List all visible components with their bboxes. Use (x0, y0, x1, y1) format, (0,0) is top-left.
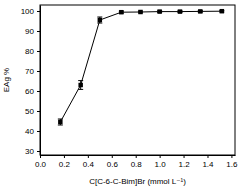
y-tick-mark (37, 91, 40, 92)
x-tick-mark (136, 155, 137, 158)
x-tick: 1.2 (178, 155, 190, 169)
y-tick: 40 (25, 127, 40, 136)
plot-frame (40, 5, 235, 155)
y-tick-mark (37, 111, 40, 112)
y-tick-label: 100 (21, 7, 35, 16)
x-tick-mark (184, 155, 185, 158)
y-tick-mark (37, 131, 40, 132)
x-tick: 1.6 (226, 155, 238, 169)
y-tick: 60 (25, 87, 40, 96)
data-point (138, 10, 142, 14)
x-tick: 0.8 (131, 155, 143, 169)
data-point (198, 9, 202, 13)
error-bar-cap (78, 80, 83, 81)
y-tick: 30 (25, 147, 40, 156)
y-tick: 70 (25, 67, 40, 76)
x-tick: 0.4 (83, 155, 95, 169)
y-tick-label: 40 (25, 127, 34, 136)
data-point (119, 10, 123, 14)
y-axis: 30 40 50 60 70 80 90 100 (21, 6, 41, 157)
data-point (58, 120, 62, 124)
x-tick-label: 0.8 (131, 160, 143, 169)
y-tick-label: 50 (25, 107, 34, 116)
x-tick-label: 0.0 (35, 160, 47, 169)
x-tick-mark (231, 155, 232, 158)
y-tick: 90 (25, 27, 40, 36)
error-bar-cap (97, 17, 102, 18)
y-tick-label: 60 (25, 87, 34, 96)
y-tick: 80 (25, 47, 40, 56)
data-point (98, 18, 102, 22)
y-tick-mark (37, 51, 40, 52)
data-line (60, 11, 222, 122)
x-tick-label: 1.4 (202, 160, 214, 169)
error-bar (78, 81, 83, 90)
x-tick: 0.2 (59, 155, 71, 169)
x-tick-mark (64, 155, 65, 158)
y-tick-mark (37, 31, 40, 32)
x-tick-label: 1.0 (155, 160, 167, 169)
error-bar (97, 17, 102, 23)
x-tick-label: 0.2 (59, 160, 71, 169)
y-tick-mark (37, 151, 40, 152)
x-tick: 0.6 (107, 155, 119, 169)
error-bar-cap (58, 125, 63, 126)
y-tick-mark (37, 11, 40, 12)
x-tick: 1.0 (155, 155, 167, 169)
error-bar-cap (97, 23, 102, 24)
y-tick-label: 70 (25, 67, 34, 76)
error-bar-cap (78, 89, 83, 90)
x-tick-label: 0.6 (107, 160, 119, 169)
plot: 0.0 0.2 0.4 0.6 0.8 1.0 1.2 1.4 1.6 30 40 50 60 70 80 9… (21, 5, 238, 169)
data-point (157, 9, 161, 13)
data-point (220, 9, 224, 13)
y-tick-label: 90 (25, 27, 34, 36)
x-tick-mark (160, 155, 161, 158)
x-tick-label: 0.4 (83, 160, 95, 169)
x-tick: 0.0 (35, 155, 47, 169)
y-tick-label: 30 (25, 147, 34, 156)
y-tick-label: 80 (25, 47, 34, 56)
x-tick-mark (207, 155, 208, 158)
x-tick-label: 1.6 (226, 160, 238, 169)
y-tick: 50 (25, 107, 40, 116)
error-bar (58, 119, 63, 125)
y-axis-line (40, 6, 41, 156)
error-bar-cap (58, 119, 63, 120)
x-tick-mark (112, 155, 113, 158)
data-point (78, 83, 82, 87)
x-tick: 1.4 (202, 155, 214, 169)
y-tick: 100 (21, 7, 40, 16)
x-tick-label: 1.2 (178, 160, 190, 169)
x-tick-mark (88, 155, 89, 158)
data-layer (58, 9, 225, 125)
data-point (178, 9, 182, 13)
x-axis-title: C[C-6-C-Bim]Br (mmol L⁻¹) (89, 177, 186, 186)
x-axis: 0.0 0.2 0.4 0.6 0.8 1.0 1.2 1.4 1.6 (35, 155, 238, 169)
x-axis-line (41, 155, 236, 156)
y-axis-title: EAg % (2, 68, 11, 92)
y-tick-mark (37, 71, 40, 72)
